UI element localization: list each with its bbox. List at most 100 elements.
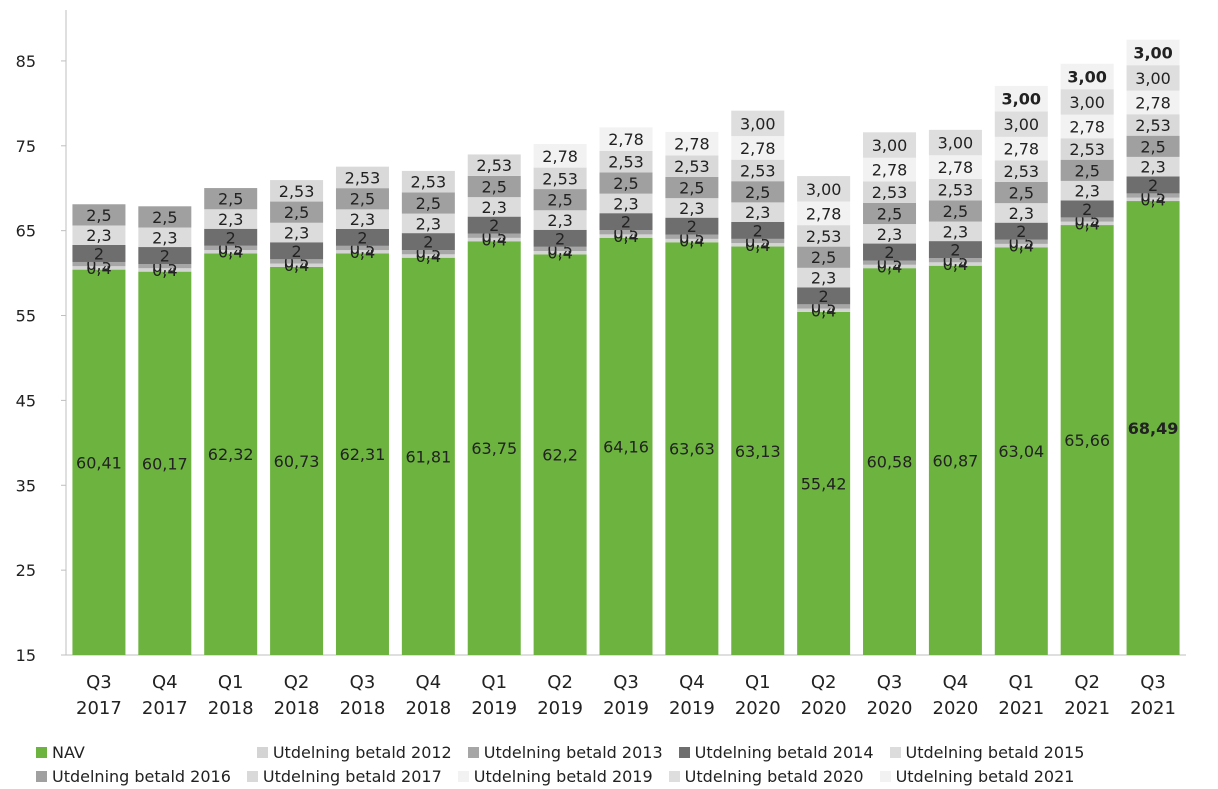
data-label: 62,2 xyxy=(542,446,578,465)
legend-swatch-2017 xyxy=(246,770,258,782)
data-label: 63,04 xyxy=(998,442,1044,461)
data-label: 2,5 xyxy=(613,174,638,193)
bar-segment xyxy=(138,264,192,269)
data-label: 2,3 xyxy=(679,199,704,218)
x-tick-label-quarter: Q2 xyxy=(811,672,837,693)
legend-label-nav: NAV xyxy=(52,742,85,762)
bar-segment xyxy=(533,189,587,211)
bar-segment xyxy=(665,176,719,199)
data-label: 2,5 xyxy=(152,208,177,227)
data-label: 2,53 xyxy=(806,227,842,246)
bar-segment xyxy=(533,229,587,247)
bar-segment xyxy=(797,287,851,305)
data-label: 2,53 xyxy=(674,157,710,176)
data-label: 2,3 xyxy=(1140,158,1165,177)
x-tick-label-quarter: Q4 xyxy=(152,672,178,693)
legend-label-2019: Utdelning betald 2019 xyxy=(473,766,653,786)
bar-segment xyxy=(731,243,785,247)
bar-segment xyxy=(994,243,1048,248)
legend-label-2015: Utdelning betald 2015 xyxy=(905,742,1085,762)
bar-segment xyxy=(1060,159,1114,181)
bar-segment xyxy=(467,216,521,234)
x-tick-label-quarter: Q1 xyxy=(1008,672,1034,693)
x-tick-label-quarter: Q2 xyxy=(547,672,573,693)
legend-row-2: Utdelning betald 2016 Utdelning betald 2… xyxy=(36,764,1216,788)
data-label: 2,3 xyxy=(416,214,441,233)
bar-segment xyxy=(401,192,455,214)
legend-swatch-2021 xyxy=(879,770,891,782)
data-label: 2,78 xyxy=(674,135,710,154)
data-label: 2,3 xyxy=(613,194,638,213)
bar-segment xyxy=(204,245,258,251)
bar-segment xyxy=(1060,180,1114,201)
data-label: 2,78 xyxy=(938,158,974,177)
bar-segment xyxy=(1060,89,1114,115)
bar-segment xyxy=(72,269,126,655)
legend-row-1: NAV Utdelning betald 2012 Utdelning beta… xyxy=(36,740,1216,764)
bar-segment xyxy=(797,304,851,309)
bar-segment xyxy=(270,259,324,264)
data-label: 3,00 xyxy=(1133,43,1172,62)
bar-segment xyxy=(994,247,1048,655)
x-tick-label-year: 2021 xyxy=(1130,698,1176,719)
bar-segment xyxy=(599,150,653,173)
bar-segment xyxy=(533,167,587,190)
legend-item-2019: Utdelning betald 2019 xyxy=(457,766,653,786)
data-label: 2,3 xyxy=(86,226,111,245)
bar-segment xyxy=(665,238,719,243)
bar-segment xyxy=(731,246,785,655)
bar-segment xyxy=(599,172,653,194)
data-label: 62,32 xyxy=(208,445,254,464)
data-label: 2 xyxy=(621,213,631,232)
bar-segment xyxy=(731,202,785,222)
data-label: 2,53 xyxy=(345,168,381,187)
x-tick-label-year: 2017 xyxy=(142,698,188,719)
data-label: 63,63 xyxy=(669,440,715,459)
bar-segment xyxy=(72,261,126,267)
x-tick-label-quarter: Q3 xyxy=(350,672,376,693)
data-label: 2,3 xyxy=(482,198,507,217)
data-label: 60,58 xyxy=(867,453,913,472)
y-tick-label: 75 xyxy=(16,137,36,156)
data-label: 2,5 xyxy=(284,203,309,222)
data-label: 65,66 xyxy=(1064,431,1110,450)
data-label: 3,00 xyxy=(1135,69,1171,88)
data-label: 2 xyxy=(753,221,763,240)
legend-item-2016: Utdelning betald 2016 xyxy=(36,767,231,786)
bar-segment xyxy=(928,265,982,655)
legend-item-2012: Utdelning betald 2012 xyxy=(256,743,452,762)
bar-segment xyxy=(928,258,982,263)
data-label: 2 xyxy=(884,243,894,262)
bar-segment xyxy=(599,213,653,231)
bar-segment xyxy=(665,242,719,656)
bar-segment xyxy=(138,268,192,272)
y-tick-label: 25 xyxy=(16,561,36,580)
data-label: 63,13 xyxy=(735,442,781,461)
bar-segment xyxy=(928,200,982,222)
bar-segment xyxy=(599,127,653,151)
data-label: 2,78 xyxy=(1003,140,1039,159)
x-tick-label-quarter: Q1 xyxy=(218,672,244,693)
bar-segment xyxy=(270,180,324,202)
legend-item-2015: Utdelning betald 2015 xyxy=(889,742,1085,762)
bar-segment xyxy=(270,222,324,243)
x-tick-label-year: 2019 xyxy=(471,698,517,719)
bar-segment xyxy=(467,237,521,242)
data-label: 2 xyxy=(819,287,829,306)
bar-segment xyxy=(204,228,258,246)
bar-segment xyxy=(797,311,851,655)
x-tick-label-year: 2021 xyxy=(998,698,1044,719)
x-tick-label-year: 2020 xyxy=(867,698,913,719)
legend-item-2021: Utdelning betald 2021 xyxy=(879,767,1074,786)
bar-segment xyxy=(467,233,521,238)
legend-label-2017: Utdelning betald 2017 xyxy=(262,766,442,786)
y-tick-label: 45 xyxy=(16,391,36,410)
bar-segment xyxy=(1126,176,1180,194)
bar-segment xyxy=(863,268,917,655)
data-label: 2,53 xyxy=(872,183,908,202)
bar-segment xyxy=(928,262,982,266)
chart-legend: NAV Utdelning betald 2012 Utdelning beta… xyxy=(36,740,1216,788)
bar-segment xyxy=(994,181,1048,204)
data-label: 2 xyxy=(1082,200,1092,219)
bar-segment xyxy=(1060,225,1114,655)
